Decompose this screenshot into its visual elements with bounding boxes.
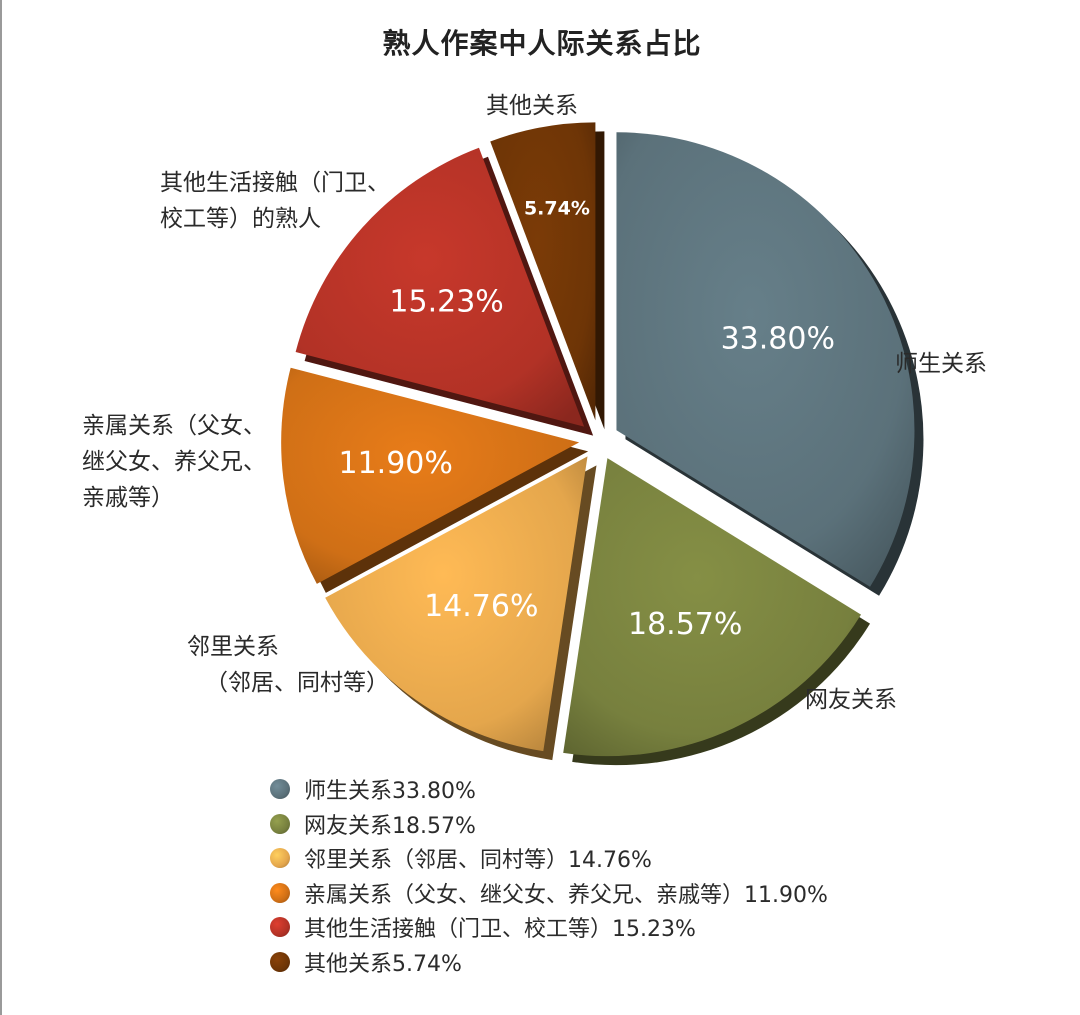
legend-item: 其他关系5.74% [270,945,828,980]
category-label: 校工等）的熟人 [160,206,321,232]
legend-item: 师生关系33.80% [270,772,828,807]
pie-slice [563,458,862,757]
legend-label: 邻里关系（邻居、同村等）14.76% [304,848,652,874]
slice-value-label: 15.23% [389,285,503,320]
legend-item: 亲属关系（父女、继父女、养父兄、亲戚等）11.90% [270,876,828,911]
category-label: 亲戚等） [82,485,174,511]
legend-marker-icon [270,779,290,800]
legend-marker-icon [270,813,290,834]
slice-value-label: 5.74% [524,198,590,220]
legend-label: 师生关系33.80% [304,779,476,805]
pie-slice [295,147,585,427]
slice-value-label: 33.80% [721,322,835,357]
legend-marker-icon [270,917,290,938]
category-label: 其他关系 [486,93,578,119]
category-label: （邻居、同村等） [205,670,389,696]
pie-slice [616,132,915,587]
chart-legend: 师生关系33.80% 网友关系18.57% 邻里关系（邻居、同村等）14.76% 亲属… [270,772,828,979]
legend-item: 其他生活接触（门卫、校工等）15.23% [270,910,828,945]
legend-label: 其他关系5.74% [304,951,462,977]
legend-marker-icon [270,882,290,903]
slice-value-label: 11.90% [339,446,453,481]
legend-marker-icon [270,951,290,972]
pie-slice [281,367,580,584]
category-label: 亲属关系（父女、 [82,413,266,439]
legend-item: 邻里关系（邻居、同村等）14.76% [270,841,828,876]
category-label: 邻里关系 [187,634,279,660]
category-label: 网友关系 [805,687,897,713]
category-label: 继父女、养父兄、 [82,449,266,475]
legend-label: 亲属关系（父女、继父女、养父兄、亲戚等）11.90% [304,882,828,908]
category-label: 其他生活接触（门卫、 [160,170,390,196]
pie-slice [325,456,588,752]
chart-title: 熟人作案中人际关系占比 [382,27,702,60]
slice-value-label: 18.57% [628,607,742,642]
category-label: 师生关系 [895,351,987,377]
legend-label: 网友关系18.57% [304,813,476,839]
legend-item: 网友关系18.57% [270,807,828,842]
slice-value-label: 14.76% [424,589,538,624]
legend-marker-icon [270,848,290,869]
pie-slice [490,122,596,421]
legend-label: 其他生活接触（门卫、校工等）15.23% [304,917,696,943]
